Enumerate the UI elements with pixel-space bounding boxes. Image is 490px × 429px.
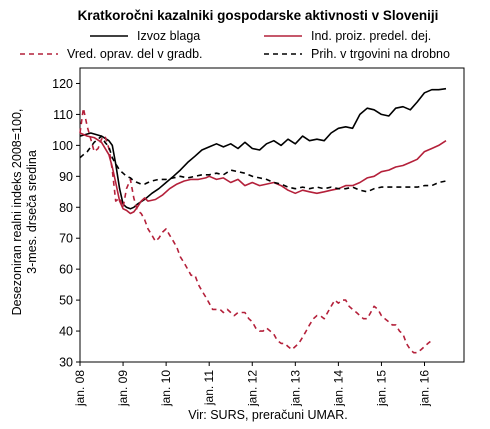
x-tick-label: jan. 14 [331, 370, 345, 407]
legend: Izvoz blaga Ind. proiz. predel. dej. Vre… [20, 29, 450, 61]
axes: 30 40 50 60 70 80 90 100 110 120 jan. 08 jan. 09 jan… [52, 67, 465, 407]
y-axis-label: Desezoniran realni indeks 2008=100, 3-me… [10, 109, 39, 316]
y-tick-label: 60 [59, 263, 73, 277]
x-tick-label: jan. 13 [288, 370, 302, 407]
x-tick-label: jan. 08 [73, 370, 87, 407]
series-line-3 [79, 135, 447, 193]
legend-label-ind-proiz: Ind. proiz. predel. dej. [311, 29, 431, 43]
legend-label-izvoz-blaga: Izvoz blaga [137, 29, 200, 43]
y-axis-label-line-2: 3-mes. drseča sredina [25, 150, 39, 274]
series-line-0 [79, 87, 447, 210]
legend-item-ind-proiz: Ind. proiz. predel. dej. [264, 29, 431, 43]
series-line-2 [79, 107, 433, 354]
series-line-1 [79, 132, 447, 215]
chart-title: Kratkoročni kazalniki gospodarske aktivn… [78, 8, 439, 23]
x-tick-label: jan. 16 [418, 370, 432, 407]
y-tick-label: 110 [53, 108, 73, 122]
x-tick-label: jan. 12 [245, 370, 259, 407]
y-tick-label: 40 [59, 325, 73, 339]
legend-item-izvoz-blaga: Izvoz blaga [90, 29, 200, 43]
y-tick-label: 120 [52, 77, 73, 91]
legend-item-prih-trgovina: Prih. v trgovini na drobno [264, 47, 450, 61]
x-tick-label: jan. 10 [159, 370, 173, 407]
x-tick-label: jan. 15 [374, 370, 388, 407]
legend-label-vred-oprav: Vred. oprav. del v gradb. [67, 47, 203, 61]
y-tick-label: 30 [59, 356, 73, 370]
y-tick-label: 70 [59, 232, 73, 246]
legend-label-prih-trgovina: Prih. v trgovini na drobno [311, 47, 450, 61]
y-tick-label: 90 [59, 170, 73, 184]
y-tick-label: 80 [59, 201, 73, 215]
y-axis-label-line-1: Desezoniran realni indeks 2008=100, [10, 109, 24, 316]
x-tick-label: jan. 11 [202, 370, 216, 406]
plot-frame [79, 67, 465, 363]
legend-item-vred-oprav: Vred. oprav. del v gradb. [20, 47, 203, 61]
y-tick-label: 50 [59, 294, 73, 308]
plot-area [79, 87, 447, 354]
source-note: Vir: SURS, preračuni UMAR. [188, 408, 348, 422]
y-tick-label: 100 [52, 139, 73, 153]
x-tick-label: jan. 09 [116, 370, 130, 407]
